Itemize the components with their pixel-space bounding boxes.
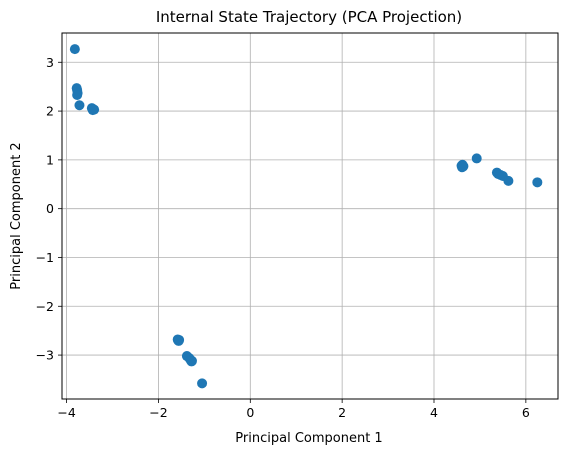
y-tick-label: 2 — [46, 104, 54, 119]
scatter-point — [69, 44, 80, 55]
y-tick-label: −2 — [36, 299, 54, 314]
y-tick-label: 3 — [46, 55, 54, 70]
x-tick-label: −4 — [57, 405, 75, 420]
x-tick-label: −2 — [149, 405, 167, 420]
y-tick-label: 0 — [46, 201, 54, 216]
scatter-point — [197, 378, 208, 389]
x-tick-label: 6 — [522, 405, 530, 420]
scatter-point — [532, 177, 543, 188]
grid-lines — [62, 33, 558, 399]
plot-frame — [61, 32, 559, 400]
scatter-point — [503, 175, 514, 186]
x-axis-ticks: −4 −2 0 2 4 6 — [57, 399, 530, 420]
x-axis-label: Principal Component 1 — [235, 431, 382, 446]
y-axis-ticks: −3 −2 −1 0 1 2 3 — [36, 55, 62, 363]
scatter-point — [74, 100, 85, 111]
y-tick-label: −3 — [36, 348, 54, 363]
y-tick-label: −1 — [36, 250, 54, 265]
x-tick-label: 2 — [338, 405, 346, 420]
x-tick-label: 0 — [246, 405, 254, 420]
y-axis-label: Principal Component 2 — [9, 142, 24, 289]
scatter-point — [471, 153, 482, 164]
scatter-point — [186, 356, 197, 367]
chart-title: Internal State Trajectory (PCA Projectio… — [156, 8, 462, 26]
x-tick-label: 4 — [430, 405, 438, 420]
scatter-point — [87, 105, 98, 116]
scatter-point — [173, 335, 184, 346]
scatter-point — [458, 161, 469, 172]
y-tick-label: 1 — [46, 152, 54, 167]
data-points — [69, 44, 543, 389]
scatter-point — [72, 89, 83, 100]
